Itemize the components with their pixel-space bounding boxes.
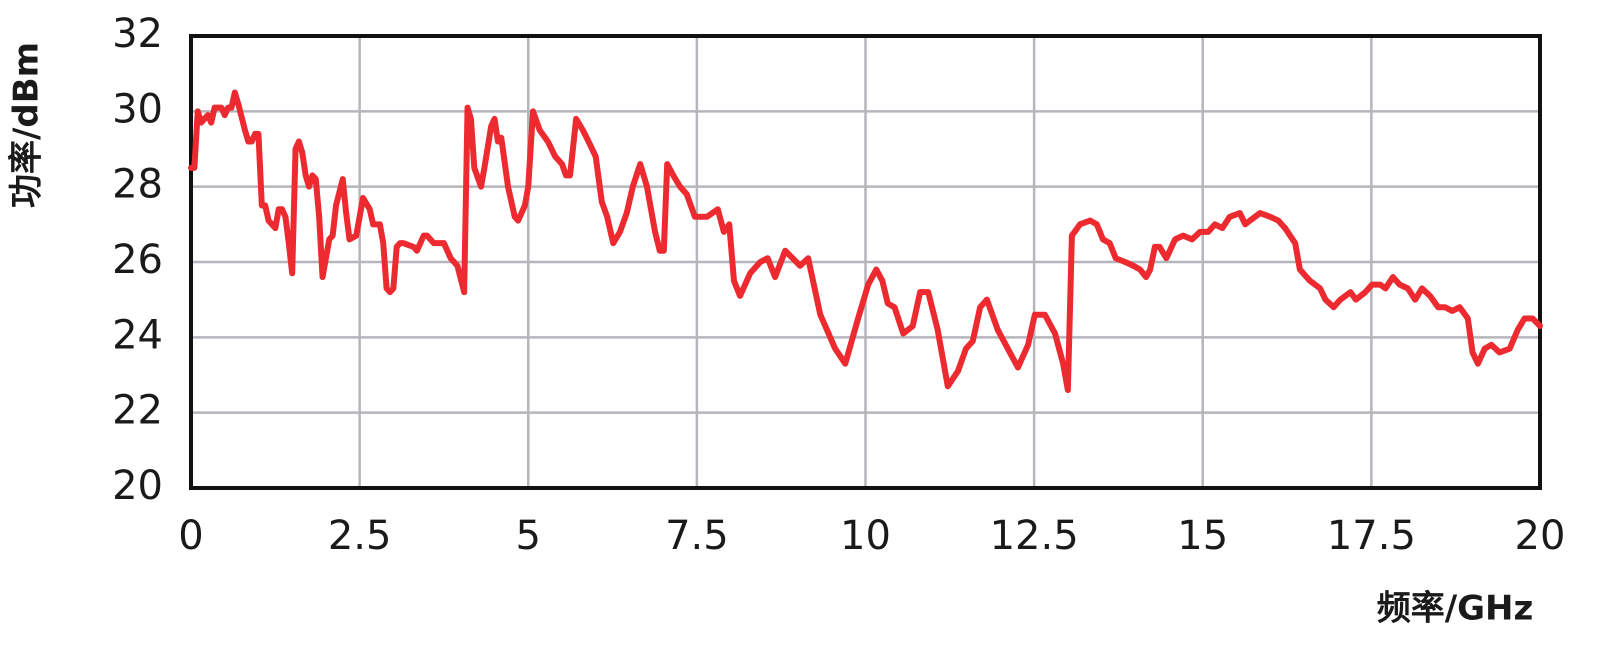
y-tick-label: 20	[112, 463, 163, 509]
x-tick-label: 20	[1515, 513, 1566, 559]
y-tick-label: 28	[112, 162, 163, 208]
x-tick-label: 12.5	[990, 513, 1079, 559]
x-tick-label: 15	[1177, 513, 1228, 559]
y-axis-label: 功率/dBm	[7, 42, 47, 208]
x-tick-label: 2.5	[328, 513, 392, 559]
x-tick-label: 17.5	[1327, 513, 1416, 559]
x-axis-label: 频率/GHz	[1377, 589, 1534, 629]
x-tick-label: 0	[178, 513, 203, 559]
x-tick-label: 10	[840, 513, 891, 559]
x-tick-label: 7.5	[665, 513, 729, 559]
y-tick-label: 24	[112, 312, 163, 358]
y-tick-label: 32	[112, 11, 163, 57]
x-tick-label: 5	[516, 513, 541, 559]
data-line	[188, 89, 1543, 394]
y-tick-label: 26	[112, 237, 163, 283]
plot-frame	[189, 34, 1542, 490]
y-tick-label: 30	[112, 86, 163, 132]
y-tick-label: 22	[112, 388, 163, 434]
